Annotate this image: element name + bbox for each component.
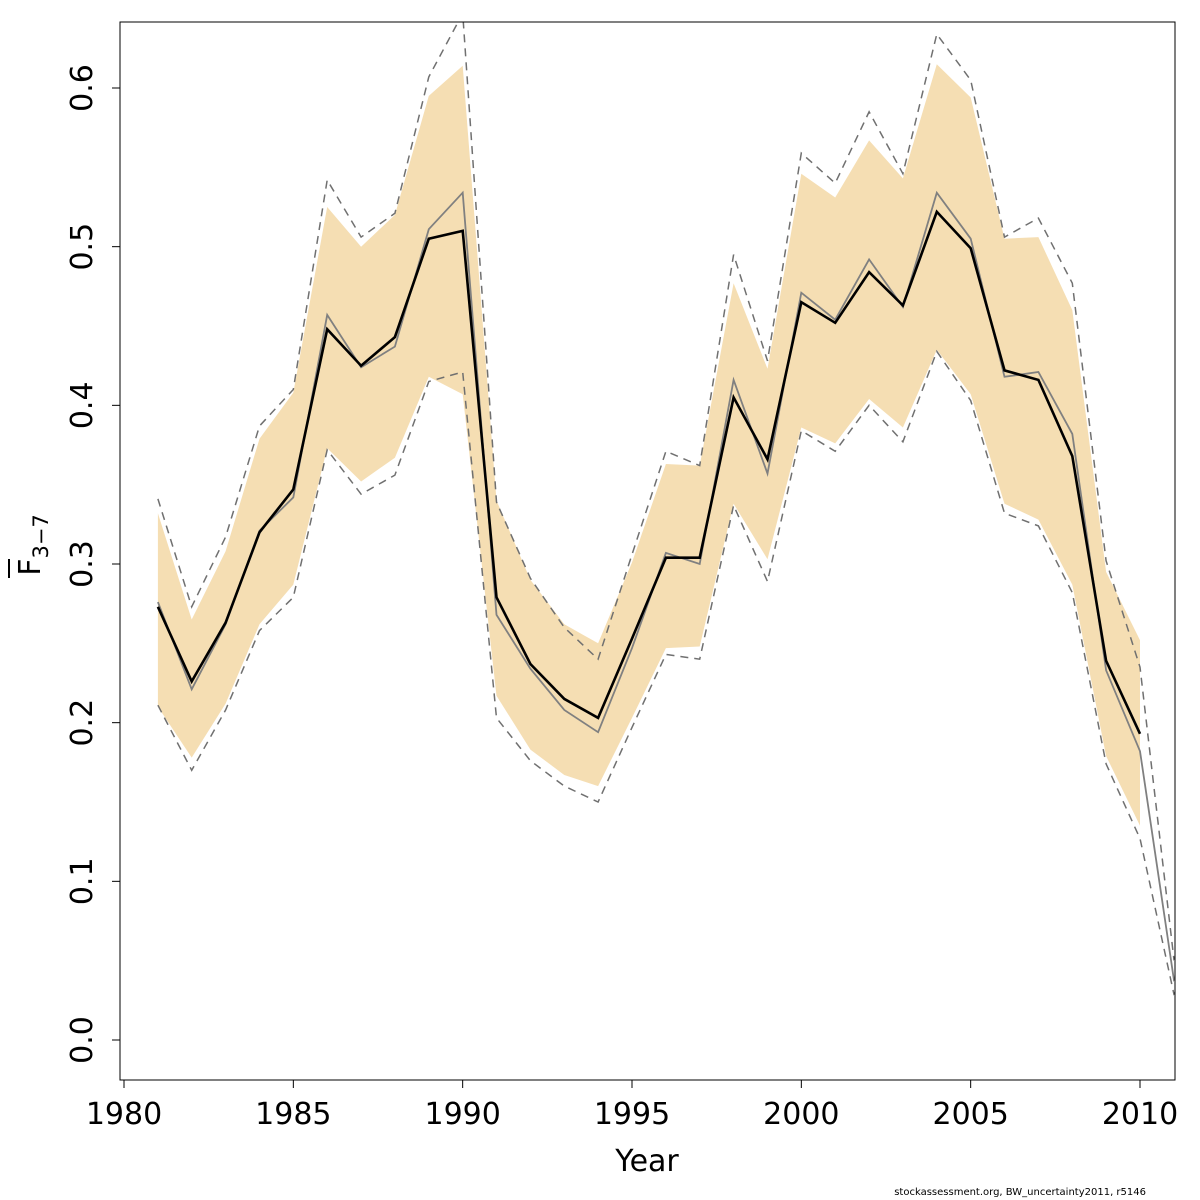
- lower-bound-line: [157, 349, 1175, 996]
- x-axis-title: Year: [614, 1144, 679, 1179]
- y-tick-label: 0.0: [65, 1016, 100, 1064]
- y-axis: 0.0 0.1 0.2 0.3 0.4 0.5 0.6: [65, 64, 121, 1064]
- estimate-line: [156, 209, 1142, 735]
- x-tick-label: 1980: [86, 1097, 162, 1132]
- upper-bound-line: [157, 22, 1175, 961]
- x-tick-label: 2010: [1102, 1097, 1178, 1132]
- y-tick-label: 0.3: [65, 540, 100, 588]
- y-tick-label: 0.1: [65, 857, 100, 905]
- x-axis: 1980 1985 1990 1995 2000 2005 2010: [86, 1079, 1178, 1132]
- confidence-band: [157, 64, 1140, 826]
- confidence-band-layer: [157, 64, 1140, 826]
- x-tick-label: 2000: [763, 1097, 839, 1132]
- x-tick-label: 1995: [594, 1097, 670, 1132]
- y-tick-label: 0.6: [65, 64, 100, 112]
- x-tick-label: 1990: [424, 1097, 500, 1132]
- y-tick-label: 0.4: [65, 381, 100, 429]
- series-lines-layer: [156, 22, 1175, 996]
- y-axis-title-main: F: [13, 559, 48, 576]
- x-tick-label: 2005: [932, 1097, 1008, 1132]
- footer-credit: stockassessment.org, BW_uncertainty2011,…: [894, 1187, 1146, 1198]
- x-tick-label: 1985: [255, 1097, 331, 1132]
- y-tick-label: 0.2: [65, 699, 100, 747]
- y-axis-title-subscript: 3−7: [29, 514, 53, 558]
- y-tick-label: 0.5: [65, 223, 100, 271]
- y-axis-title: F3−7: [8, 514, 53, 578]
- svg-text:F3−7: F3−7: [13, 514, 53, 576]
